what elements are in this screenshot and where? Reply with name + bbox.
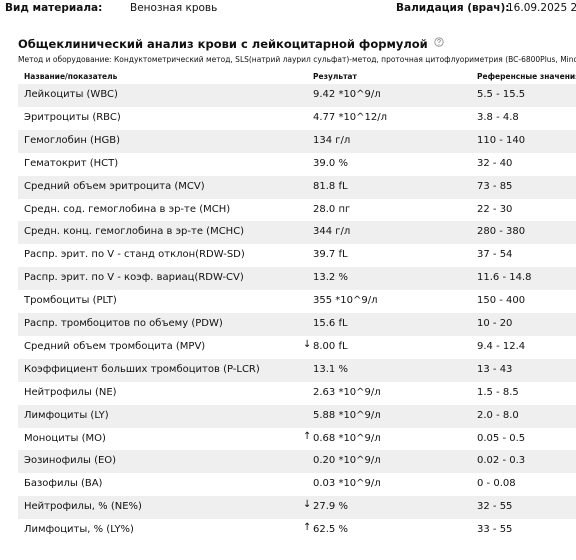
table-row: Моноциты (MO) ↑ 0.68 *10^9/л 0.05 - 0.5 [18,428,576,451]
reference: 150 - 400 [477,295,526,307]
result: 4.77 *10^12/л [313,111,388,123]
reference: 33 - 55 [477,524,513,536]
test-name: Средний объем эритроцита (MCV) [24,180,205,192]
reference: 3.8 - 4.8 [477,111,519,123]
table-row: Лимфоциты, % (LY%) ↑ 62.5 % 33 - 55 [18,519,576,542]
reference: 0.02 - 0.3 [477,455,526,467]
test-name: Базофилы (BA) [24,478,103,490]
table-row: Нейтрофилы, % (NE%) ↓ 27.9 % 32 - 55 [18,496,576,520]
test-name: Распр. эрит. по V - коэф. вариац(RDW-CV) [24,272,244,284]
result: 355 *10^9/л [313,295,378,307]
table-row: Распр. эрит. по V - станд отклон(RDW-SD)… [18,244,576,267]
table-row: Распр. эрит. по V - коэф. вариац(RDW-CV)… [18,267,576,291]
test-name: Тромбоциты (PLT) [24,295,117,307]
table-row: Распр. тромбоцитов по объему (PDW) 15.6 f… [18,313,576,336]
result: 2.63 *10^9/л [313,386,381,398]
reference: 2.0 - 8.0 [477,409,519,421]
column-header: Результат [313,72,357,81]
test-name: Распр. тромбоцитов по объему (PDW) [24,318,223,329]
test-name: Эозинофилы (EO) [24,455,117,467]
table-row: Средний объем тромбоцита (MPV) ↓ 8.00 fL 9.… [18,336,576,359]
result: 0.68 *10^9/л [313,432,381,444]
reference: 73 - 85 [477,180,513,192]
result: 81.8 fL [313,180,348,192]
reference: 37 - 54 [477,249,513,261]
reference: 9.4 - 12.4 [477,340,526,352]
test-name: Коэффициент больших тромбоцитов (P-LCR) [24,363,260,375]
info-icon[interactable] [434,37,444,47]
test-name: Нейтрофилы (NE) [24,386,117,398]
result: 39.0 % [313,157,348,169]
test-name: Лейкоциты (WBC) [24,89,118,100]
reference: 22 - 30 [477,203,513,215]
result: 0.20 *10^9/л [313,455,381,467]
table-row: Тромбоциты (PLT) 355 *10^9/л 150 - 400 [18,290,576,313]
table-row: Гематокрит (HCT) 39.0 % 32 - 40 [18,153,576,176]
test-name: Лимфоциты (LY) [24,409,109,421]
test-name: Эритроциты (RBC) [24,111,121,123]
title-text: Общеклинический анализ крови с лейкоцита… [18,37,428,51]
result: 0.03 *10^9/л [313,478,381,490]
test-name: Средн. конц. гемоглобина в эр-те (MCHC) [24,226,245,238]
result: 28.0 пг [313,203,351,215]
test-name: Гематокрит (HCT) [24,157,119,169]
flag-arrow: ↓ [303,499,312,511]
test-name: Лимфоциты, % (LY%) [24,524,134,536]
table-row: Эозинофилы (EO) 0.20 *10^9/л 0.02 - 0.3 [18,450,576,474]
test-name: Средний объем тромбоцита (MPV) [24,340,206,352]
test-name: Гемоглобин (HGB) [24,134,120,146]
table-row: Лейкоциты (WBC) 9.42 *10^9/л 5.5 - 15.5 [18,84,576,107]
reference: 0.05 - 0.5 [477,432,526,444]
table-row: Гемоглобин (HGB) 134 г/л 110 - 140 [18,129,576,153]
reference: 110 - 140 [477,134,526,146]
reference: 0 - 0.08 [477,478,516,490]
result: 8.00 fL [313,340,348,352]
result: 13.2 % [313,272,348,284]
table-row: Эритроциты (RBC) 4.77 *10^12/л 3.8 - 4.8 [18,107,576,130]
reference: 5.5 - 15.5 [477,89,526,100]
flag-arrow: ↑ [303,430,312,442]
table-row: Лимфоциты (LY) 5.88 *10^9/л 2.0 - 8.0 [18,404,576,428]
result: 5.88 *10^9/л [313,409,381,421]
reference: 32 - 55 [477,501,513,513]
reference: 32 - 40 [477,157,513,169]
method: Метод и оборудование: Кондуктометрически… [18,55,576,64]
test-name: Моноциты (MO) [24,432,106,444]
reference: 13 - 43 [477,363,513,375]
table-row: Средн. конц. гемоглобина в эр-те (MCHC) 3… [18,221,576,245]
result: 9.42 *10^9/л [313,89,381,100]
flag-arrow: ↓ [303,338,312,350]
table-row: Коэффициент больших тромбоцитов (P-LCR) 1… [18,358,576,382]
result: 39.7 fL [313,249,348,261]
result: 344 г/л [313,226,351,238]
validation: 16.09.2025 20:0 [507,2,576,14]
result: 15.6 fL [313,318,348,329]
reference: 10 - 20 [477,318,513,329]
result: 13.1 % [313,363,348,375]
material-label: Вид материала: [5,2,103,14]
test-name: Средн. сод. гемоглобина в эр-те (MCH) [24,203,231,215]
column-header: Название/показатель [24,72,118,81]
test-name: Нейтрофилы, % (NE%) [24,501,142,513]
table-row: Нейтрофилы (NE) 2.63 *10^9/л 1.5 - 8.5 [18,382,576,405]
reference: 280 - 380 [477,226,526,238]
reference: 11.6 - 14.8 [477,272,532,284]
result: 134 г/л [313,134,351,146]
flag-arrow: ↑ [303,522,312,534]
result: 27.9 % [313,501,348,513]
table-row: Базофилы (BA) 0.03 *10^9/л 0 - 0.08 [18,473,576,496]
result: 62.5 % [313,524,348,536]
table-row: Средн. сод. гемоглобина в эр-те (MCH) 28.… [18,199,576,222]
table-row: Средний объем эритроцита (MCV) 81.8 fL 73 … [18,175,576,199]
reference: 1.5 - 8.5 [477,386,519,398]
validation-label: Валидация (врач): [396,2,510,14]
column-header: Референсные значения * [477,72,576,81]
section-title: Общеклинический анализ крови с лейкоцита… [18,37,444,51]
material: Венозная кровь [130,2,218,14]
test-name: Распр. эрит. по V - станд отклон(RDW-SD) [24,249,245,261]
